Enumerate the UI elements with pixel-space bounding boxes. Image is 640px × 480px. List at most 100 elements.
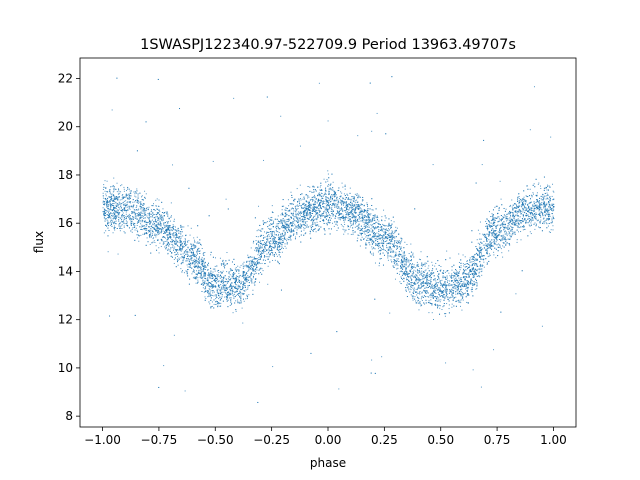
data-point bbox=[246, 294, 248, 296]
data-point bbox=[312, 203, 314, 205]
data-point bbox=[175, 243, 177, 245]
data-point bbox=[160, 238, 162, 240]
data-point bbox=[362, 199, 364, 201]
data-point bbox=[218, 275, 220, 277]
data-point bbox=[404, 259, 406, 261]
data-point bbox=[549, 196, 551, 198]
data-point bbox=[155, 245, 157, 247]
data-point bbox=[298, 220, 300, 222]
data-point bbox=[511, 206, 513, 208]
data-point bbox=[322, 201, 324, 203]
data-point bbox=[481, 265, 483, 267]
data-point bbox=[314, 215, 316, 217]
data-point bbox=[438, 277, 440, 279]
data-point bbox=[338, 201, 340, 203]
data-point bbox=[212, 271, 214, 273]
data-point bbox=[107, 251, 109, 253]
data-point bbox=[327, 170, 329, 172]
data-point bbox=[471, 265, 473, 267]
data-point bbox=[512, 217, 514, 219]
data-point bbox=[208, 295, 210, 297]
data-point bbox=[284, 225, 285, 227]
data-point bbox=[396, 227, 398, 229]
data-point bbox=[491, 241, 493, 243]
data-point bbox=[208, 294, 210, 296]
data-point bbox=[420, 259, 421, 261]
data-point bbox=[290, 216, 292, 218]
data-point bbox=[537, 205, 539, 207]
data-point bbox=[544, 209, 546, 211]
data-point bbox=[349, 226, 351, 228]
data-point bbox=[325, 187, 327, 189]
data-point bbox=[279, 241, 281, 243]
data-point bbox=[110, 186, 112, 188]
data-point bbox=[477, 229, 479, 231]
data-point bbox=[327, 216, 329, 218]
data-point bbox=[511, 234, 513, 236]
data-point bbox=[396, 240, 398, 242]
data-point bbox=[458, 261, 460, 263]
data-point bbox=[263, 241, 265, 243]
data-point bbox=[517, 215, 519, 217]
data-point bbox=[173, 249, 174, 251]
data-point bbox=[161, 229, 163, 230]
data-point bbox=[545, 222, 547, 224]
data-point bbox=[277, 245, 279, 247]
data-point bbox=[130, 218, 132, 220]
data-point bbox=[192, 254, 194, 256]
data-point bbox=[123, 204, 125, 206]
data-point bbox=[502, 234, 504, 236]
data-point bbox=[455, 277, 457, 279]
data-point bbox=[345, 215, 347, 217]
data-point bbox=[488, 224, 490, 226]
data-point bbox=[327, 209, 329, 211]
data-point bbox=[328, 192, 330, 194]
data-point bbox=[205, 273, 207, 275]
data-point bbox=[451, 273, 453, 275]
data-point bbox=[405, 290, 407, 292]
data-point bbox=[385, 236, 387, 238]
data-point bbox=[552, 210, 554, 212]
data-point bbox=[320, 192, 322, 194]
data-point bbox=[123, 226, 125, 228]
data-point bbox=[304, 233, 306, 235]
data-point bbox=[176, 256, 178, 258]
data-point bbox=[202, 270, 204, 272]
data-point bbox=[356, 212, 358, 214]
data-point bbox=[489, 244, 491, 246]
data-point bbox=[396, 259, 398, 261]
data-point bbox=[506, 235, 508, 237]
data-point bbox=[310, 206, 312, 208]
data-point bbox=[469, 257, 471, 259]
data-point bbox=[452, 300, 454, 302]
data-point bbox=[509, 219, 511, 221]
data-point bbox=[133, 224, 135, 226]
data-point bbox=[518, 203, 520, 205]
data-point bbox=[424, 270, 426, 272]
data-point bbox=[368, 220, 370, 222]
data-point bbox=[218, 280, 220, 282]
data-point bbox=[466, 273, 468, 275]
data-point bbox=[268, 249, 270, 251]
data-point bbox=[552, 190, 554, 192]
data-point bbox=[132, 217, 134, 219]
data-point bbox=[481, 264, 483, 266]
data-point bbox=[200, 260, 202, 262]
data-point bbox=[102, 188, 104, 190]
data-point bbox=[142, 216, 144, 218]
data-point bbox=[520, 210, 522, 212]
data-point bbox=[481, 164, 483, 166]
data-point bbox=[234, 279, 236, 281]
data-point bbox=[344, 231, 346, 233]
data-point bbox=[472, 273, 474, 275]
data-point bbox=[283, 220, 285, 222]
data-point bbox=[405, 268, 407, 270]
data-point bbox=[257, 248, 259, 250]
data-point bbox=[144, 212, 146, 214]
data-point bbox=[314, 223, 316, 225]
data-point bbox=[397, 258, 399, 260]
data-point bbox=[455, 288, 457, 290]
data-point bbox=[121, 224, 123, 226]
data-point bbox=[196, 260, 198, 262]
data-point bbox=[417, 297, 419, 299]
